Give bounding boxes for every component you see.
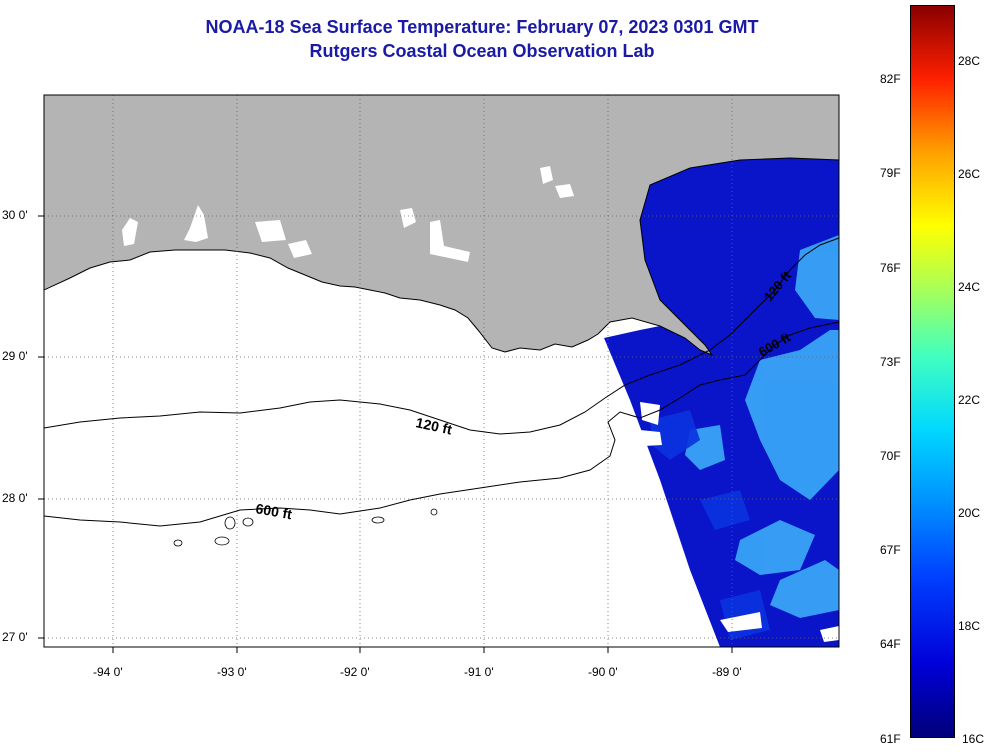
lon-label-91: -91 0' xyxy=(464,665,494,679)
contour-120ft xyxy=(43,237,840,435)
colorbar-c-label: 16C xyxy=(962,732,985,746)
lat-label-28: 28 0' xyxy=(2,491,28,505)
colorbar-f-label: 70F xyxy=(880,449,901,463)
lat-label-27: 27 0' xyxy=(2,630,28,644)
lon-label-90: -90 0' xyxy=(588,665,618,679)
sst-swath-north xyxy=(640,158,839,330)
contour-600ft xyxy=(43,321,840,527)
lat-label-30: 30 0' xyxy=(2,208,28,222)
lon-label-89: -89 0' xyxy=(712,665,742,679)
land-mass xyxy=(44,95,839,357)
lat-label-29: 29 0' xyxy=(2,349,28,363)
colorbar-f-label: 82F xyxy=(880,72,901,86)
contour-label-120ft: 120 ft xyxy=(414,414,453,437)
colorbar-c-label: 18C xyxy=(958,619,981,633)
colorbar-f-label: 73F xyxy=(880,355,901,369)
colorbar-f-label: 79F xyxy=(880,166,901,180)
cloud-spots xyxy=(122,166,839,642)
colorbar-f-label: 61F xyxy=(880,732,901,746)
colorbar-c-label: 24C xyxy=(958,280,981,294)
map-title: NOAA-18 Sea Surface Temperature: Februar… xyxy=(205,17,759,37)
lon-label-93: -93 0' xyxy=(217,665,247,679)
lon-label-94: -94 0' xyxy=(93,665,123,679)
contour-islets xyxy=(173,508,438,547)
colorbar-c-label: 22C xyxy=(958,393,981,407)
map-border xyxy=(43,94,840,648)
map-subtitle: Rutgers Coastal Ocean Observation Lab xyxy=(309,41,655,61)
temperature-colorbar xyxy=(910,5,955,738)
lon-label-92: -92 0' xyxy=(340,665,370,679)
colorbar-f-label: 64F xyxy=(880,637,901,651)
contour-label-600ft: 600 ft xyxy=(254,500,293,522)
colorbar-f-label: 76F xyxy=(880,261,901,275)
colorbar-f-label: 67F xyxy=(880,543,901,557)
colorbar-c-label: 20C xyxy=(958,506,981,520)
graticule xyxy=(44,95,839,647)
colorbar-c-label: 26C xyxy=(958,167,981,181)
warm-water-patches xyxy=(685,235,839,618)
colorbar-c-label: 28C xyxy=(958,54,981,68)
frame-ticks xyxy=(38,215,733,653)
